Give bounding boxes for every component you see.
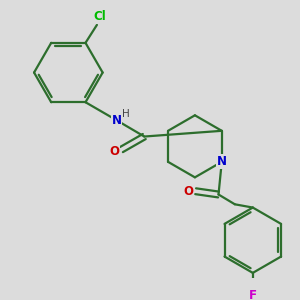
Text: H: H — [122, 109, 130, 119]
Text: F: F — [249, 289, 257, 300]
Text: N: N — [112, 114, 122, 127]
Text: O: O — [109, 145, 119, 158]
Text: O: O — [184, 185, 194, 198]
Text: Cl: Cl — [94, 10, 106, 23]
Text: N: N — [217, 155, 227, 168]
